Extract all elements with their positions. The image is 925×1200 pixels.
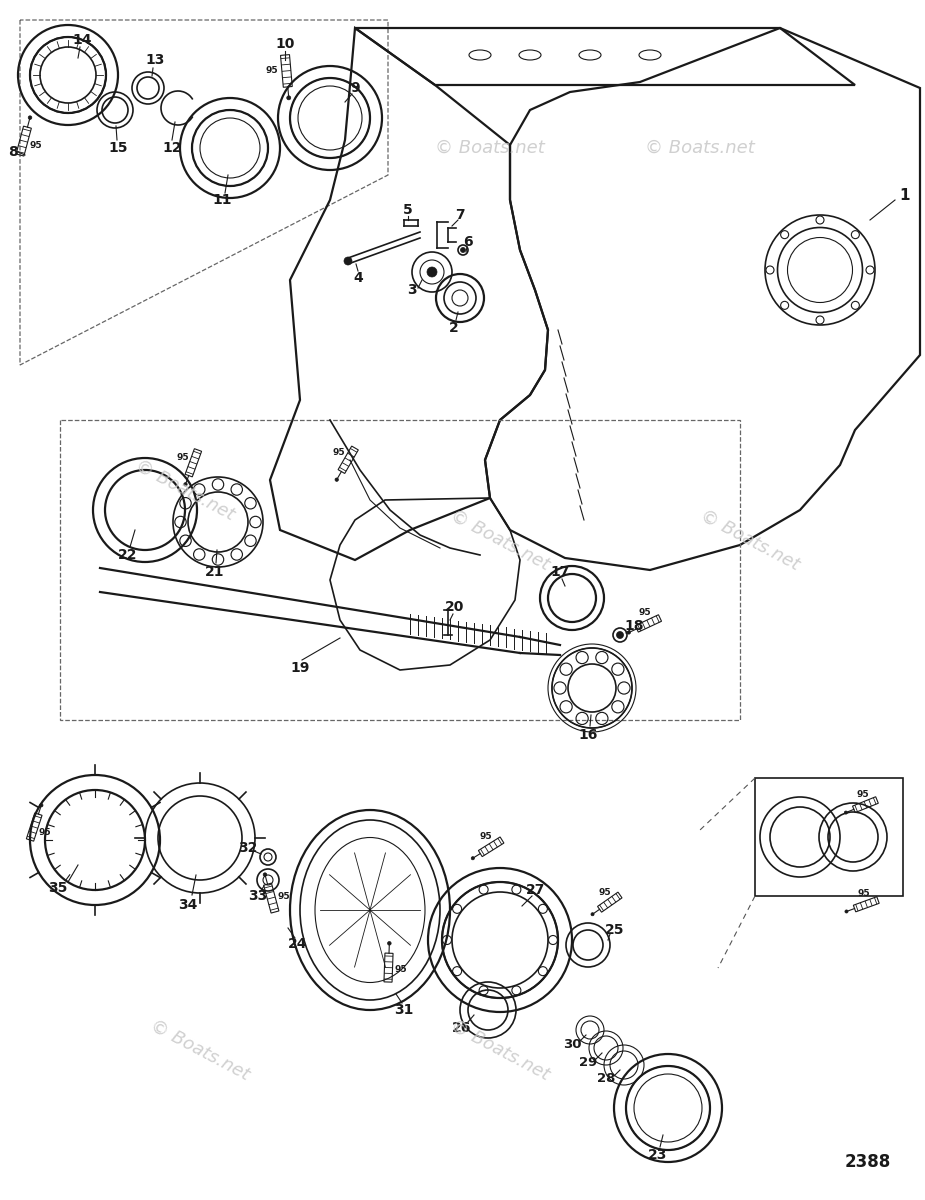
Text: © Boats.net: © Boats.net	[448, 1016, 552, 1084]
Text: 95: 95	[480, 832, 493, 841]
Text: 95: 95	[395, 965, 407, 974]
Text: 17: 17	[550, 565, 570, 578]
Text: 95: 95	[857, 889, 870, 898]
Text: 34: 34	[179, 898, 198, 912]
Text: 5: 5	[403, 203, 413, 217]
Circle shape	[40, 804, 43, 806]
Text: 14: 14	[72, 32, 92, 47]
Text: 2388: 2388	[845, 1153, 891, 1171]
Circle shape	[184, 482, 187, 486]
Text: 95: 95	[857, 790, 869, 798]
Text: 22: 22	[118, 548, 138, 562]
Circle shape	[344, 257, 352, 265]
Text: 10: 10	[276, 37, 295, 50]
Circle shape	[427, 266, 437, 277]
Text: 2: 2	[450, 320, 459, 335]
Text: 25: 25	[605, 923, 624, 937]
Text: 4: 4	[353, 271, 363, 284]
Text: 18: 18	[624, 619, 644, 634]
Text: © Boats.net: © Boats.net	[697, 506, 803, 574]
Text: 20: 20	[445, 600, 464, 614]
Text: 1: 1	[900, 187, 910, 203]
Circle shape	[29, 116, 31, 120]
Circle shape	[845, 811, 847, 814]
Circle shape	[471, 857, 475, 860]
Text: 27: 27	[526, 883, 546, 898]
Text: 28: 28	[597, 1073, 615, 1086]
Text: 12: 12	[162, 140, 181, 155]
Text: 30: 30	[562, 1038, 581, 1050]
Text: 6: 6	[463, 235, 473, 248]
Text: 95: 95	[30, 142, 42, 150]
Circle shape	[627, 631, 631, 634]
Text: 95: 95	[266, 66, 278, 76]
Text: 23: 23	[648, 1148, 668, 1162]
Text: 32: 32	[239, 841, 258, 854]
Text: © Boats.net: © Boats.net	[147, 1016, 253, 1084]
Text: 24: 24	[289, 937, 308, 950]
Text: 21: 21	[205, 565, 225, 578]
Text: 95: 95	[177, 452, 189, 462]
Text: 95: 95	[39, 828, 52, 836]
Text: 95: 95	[278, 892, 290, 901]
Text: © Boats.net: © Boats.net	[448, 506, 552, 574]
Text: 9: 9	[351, 80, 360, 95]
Circle shape	[591, 913, 594, 916]
Circle shape	[287, 96, 290, 100]
Circle shape	[388, 942, 391, 946]
Text: 35: 35	[48, 881, 68, 895]
Text: 95: 95	[598, 888, 610, 896]
Circle shape	[845, 910, 848, 913]
Text: 13: 13	[145, 53, 165, 67]
Text: 95: 95	[638, 608, 651, 617]
Text: 95: 95	[332, 448, 345, 457]
Circle shape	[461, 247, 465, 252]
Text: 31: 31	[394, 1003, 413, 1018]
Text: 8: 8	[8, 145, 18, 158]
Text: 16: 16	[578, 728, 598, 742]
Text: © Boats.net: © Boats.net	[132, 456, 238, 523]
Text: 11: 11	[212, 193, 232, 206]
Circle shape	[264, 872, 266, 876]
Text: 7: 7	[455, 208, 465, 222]
Text: © Boats.net: © Boats.net	[645, 139, 755, 157]
Text: 19: 19	[290, 661, 310, 674]
Bar	[755, 778, 903, 896]
Circle shape	[616, 631, 623, 638]
Circle shape	[335, 478, 339, 481]
Text: 29: 29	[579, 1056, 598, 1068]
Text: 3: 3	[407, 283, 417, 296]
Text: 15: 15	[108, 140, 128, 155]
Text: © Boats.net: © Boats.net	[435, 139, 545, 157]
Text: 26: 26	[452, 1021, 472, 1034]
Text: 33: 33	[249, 889, 267, 902]
